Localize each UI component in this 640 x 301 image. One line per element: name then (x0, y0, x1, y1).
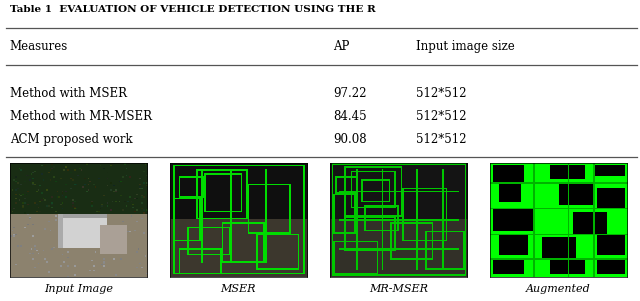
Text: 512*512: 512*512 (416, 87, 467, 100)
Text: ACM proposed work: ACM proposed work (10, 133, 132, 146)
Text: 90.08: 90.08 (333, 133, 367, 146)
Text: Input Image: Input Image (44, 284, 113, 294)
Text: AP: AP (333, 40, 349, 53)
Text: MR-MSER: MR-MSER (369, 284, 428, 294)
Text: Table 1  EVALUATION OF VEHICLE DETECTION USING THE R: Table 1 EVALUATION OF VEHICLE DETECTION … (10, 5, 375, 14)
Text: Augmented: Augmented (526, 284, 591, 294)
Text: Method with MR-MSER: Method with MR-MSER (10, 110, 152, 123)
Text: MSER: MSER (221, 284, 256, 294)
Text: 84.45: 84.45 (333, 110, 367, 123)
Text: 512*512: 512*512 (416, 110, 467, 123)
Text: 512*512: 512*512 (416, 133, 467, 146)
Text: Input image size: Input image size (416, 40, 515, 53)
Text: 97.22: 97.22 (333, 87, 366, 100)
Text: Measures: Measures (10, 40, 68, 53)
Text: Method with MSER: Method with MSER (10, 87, 127, 100)
